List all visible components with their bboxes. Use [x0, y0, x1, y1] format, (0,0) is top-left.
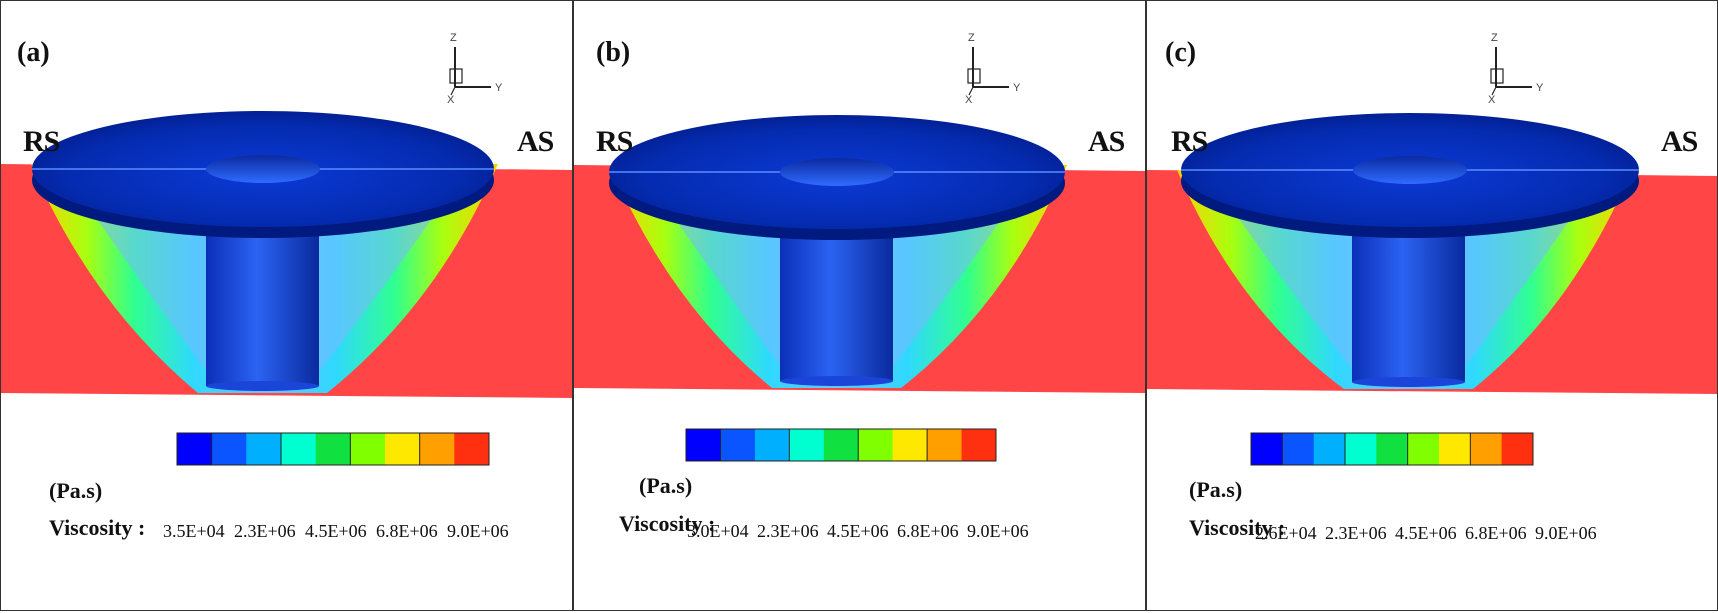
legend-ticks: 2.6E+04 2.3E+06 4.5E+06 6.8E+06 9.0E+06	[1255, 523, 1605, 544]
panel-label: (c)	[1165, 37, 1197, 68]
legend-band	[892, 429, 928, 461]
legend-band	[1345, 433, 1377, 465]
legend-tick: 6.8E+06	[897, 521, 959, 541]
legend-band	[789, 429, 825, 461]
axis-y-label: Y	[1013, 82, 1021, 94]
axis-z-label: Z	[968, 32, 975, 44]
legend-title: Viscosity :	[1189, 515, 1286, 540]
tool-pin-tip	[206, 381, 319, 391]
legend-band	[858, 429, 894, 461]
legend-band	[961, 429, 997, 461]
legend-band	[1376, 433, 1409, 465]
axis-z-label: Z	[1491, 32, 1498, 44]
panel-c: Z Y X (c) RS AS (Pa.s) Viscosity : 2.6E+04…	[1146, 0, 1718, 611]
panel-a: Z Y X (a) RS AS (Pa.s) Viscosity : 3.5E+04…	[0, 0, 573, 611]
legend-band	[720, 429, 756, 461]
legend-tick: 4.5E+06	[1395, 523, 1457, 543]
legend-band	[754, 429, 790, 461]
legend-band	[350, 433, 386, 465]
legend-tick: 9.0E+06	[447, 521, 509, 541]
legend-colorbar	[685, 428, 997, 462]
viscosity-contour-c: Z Y X	[1147, 32, 1717, 466]
advancing-side-label: AS	[517, 125, 554, 158]
legend-tick: 2.3E+06	[1325, 523, 1387, 543]
legend-band	[1313, 433, 1346, 465]
advancing-side-label: AS	[1661, 125, 1698, 158]
legend-band	[1282, 433, 1315, 465]
legend-band	[419, 433, 455, 465]
panel-label: (a)	[17, 37, 50, 68]
legend-frame	[685, 428, 997, 462]
legend-tick: 3.0E+04	[687, 521, 749, 541]
legend-band	[823, 429, 859, 461]
legend-band	[1439, 433, 1471, 465]
legend-band	[315, 433, 351, 465]
legend-band	[1407, 433, 1440, 465]
legend-unit: (Pa.s)	[639, 473, 693, 498]
legend-band	[246, 433, 282, 465]
legend-band	[1501, 433, 1534, 465]
retreating-side-label: RS	[23, 125, 60, 158]
legend-tick: 2.3E+06	[234, 521, 296, 541]
legend-band	[177, 433, 213, 465]
tool-pin-tip	[1352, 377, 1465, 387]
axis-z-label: Z	[450, 32, 457, 44]
legend-tick: 4.5E+06	[827, 521, 889, 541]
legend-frame	[176, 432, 490, 466]
legend-title: Viscosity :	[49, 515, 146, 540]
legend-frame	[1250, 432, 1534, 466]
shoulder-hole	[780, 158, 894, 186]
legend-band	[454, 433, 490, 465]
panel-b: Z Y X (b) RS AS (Pa.s) Viscosity : 3.0E+04…	[573, 0, 1146, 611]
axis-x-label: X	[965, 94, 973, 106]
legend-unit: (Pa.s)	[1189, 477, 1243, 502]
legend-tick: 4.5E+06	[305, 521, 367, 541]
legend-band	[385, 433, 421, 465]
legend-unit: (Pa.s)	[49, 478, 103, 503]
legend-ticks: 3.0E+04 2.3E+06 4.5E+06 6.8E+06 9.0E+06	[687, 521, 1037, 542]
retreating-side-label: RS	[596, 125, 633, 158]
axis-x-label: X	[447, 94, 455, 106]
legend-tick: 3.5E+04	[163, 521, 225, 541]
legend-tick: 2.6E+04	[1255, 523, 1317, 543]
legend-band	[281, 433, 317, 465]
legend-colorbar	[1250, 432, 1534, 466]
legend-band	[686, 429, 721, 461]
panel-label: (b)	[596, 37, 631, 68]
tool-pin-tip	[780, 376, 893, 386]
shoulder-hole	[1353, 156, 1467, 184]
legend-tick: 9.0E+06	[967, 521, 1029, 541]
legend-colorbar	[176, 432, 490, 466]
legend-title: Viscosity :	[619, 511, 716, 536]
legend-band	[1470, 433, 1503, 465]
viscosity-contour-b: Z Y X	[574, 32, 1145, 462]
shoulder-hole	[206, 155, 320, 183]
legend-tick: 9.0E+06	[1535, 523, 1597, 543]
advancing-side-label: AS	[1088, 125, 1125, 158]
legend-band	[1251, 433, 1283, 465]
axis-y-label: Y	[1536, 82, 1544, 94]
axis-y-label: Y	[495, 82, 503, 94]
legend-tick: 2.3E+06	[757, 521, 819, 541]
axes-triad-icon: Z Y X	[965, 32, 1021, 106]
legend-band	[927, 429, 963, 461]
axis-x-label: X	[1488, 94, 1496, 106]
axes-triad-icon: Z Y X	[447, 32, 503, 106]
viscosity-contour-a: Z Y X	[1, 32, 572, 466]
axes-triad-icon: Z Y X	[1488, 32, 1544, 106]
legend-ticks: 3.5E+04 2.3E+06 4.5E+06 6.8E+06 9.0E+06	[163, 521, 518, 542]
legend-tick: 6.8E+06	[1465, 523, 1527, 543]
retreating-side-label: RS	[1171, 125, 1208, 158]
legend-band	[211, 433, 247, 465]
legend-tick: 6.8E+06	[376, 521, 438, 541]
